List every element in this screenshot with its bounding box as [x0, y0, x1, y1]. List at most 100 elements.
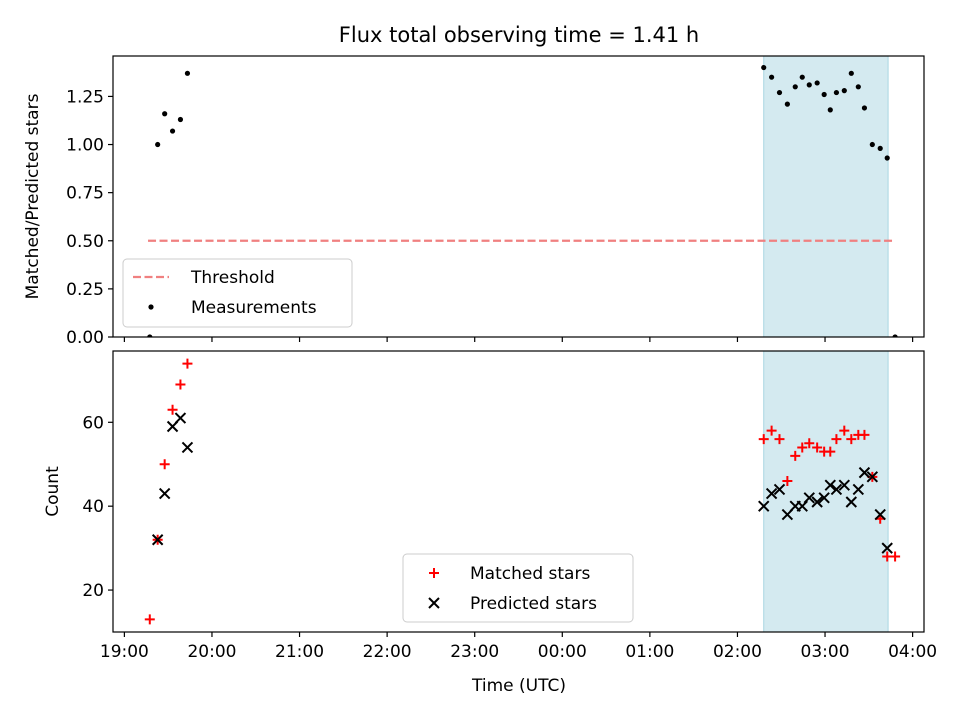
measurements-point — [799, 74, 805, 80]
matched-stars-point — [859, 429, 870, 440]
measurements-point — [162, 111, 168, 117]
predicted-stars-point — [852, 483, 865, 496]
predicted-stars-point — [773, 483, 786, 496]
matched-stars-point — [846, 434, 857, 445]
x-axis-label: Time (UTC) — [471, 676, 566, 696]
matched-stars-point — [167, 404, 178, 415]
predicted-stars-point — [151, 534, 164, 546]
legend-matched-label: Matched stars — [470, 564, 590, 584]
x-tick-label: 03:00 — [801, 642, 850, 662]
legend-threshold-label: Threshold — [190, 268, 275, 288]
predicted-stars-point — [818, 492, 830, 504]
predicted-stars-point — [874, 508, 886, 521]
matched-stars-point — [766, 425, 777, 436]
data-markers — [147, 64, 898, 337]
x-tick-label: 01:00 — [625, 642, 674, 662]
measurements-point — [827, 107, 833, 113]
measurements-point — [869, 141, 875, 148]
matched-stars-point — [797, 442, 808, 453]
legend-measurements-label: Measurements — [191, 298, 317, 318]
matched-stars-point — [890, 551, 901, 562]
measurements-point — [892, 334, 898, 337]
y-tick-label: 0.25 — [66, 280, 104, 300]
y-tick-label: 0.50 — [66, 232, 104, 252]
y-tick-label: 0.75 — [66, 184, 104, 204]
observing-window-shading — [763, 350, 889, 633]
data-markers — [144, 358, 901, 625]
measurements-point — [761, 64, 767, 71]
measurements-point — [833, 89, 840, 96]
y-tick-label: 60 — [82, 413, 104, 433]
measurements-point — [184, 70, 191, 76]
predicted-stars-point — [765, 487, 778, 500]
measurements-point — [792, 84, 798, 90]
x-tick-label: 02:00 — [713, 642, 762, 662]
y-tick-label: 1.25 — [66, 87, 104, 107]
y-axis-label: Matched/Predicted stars — [23, 93, 43, 299]
matched-stars-point — [758, 434, 769, 445]
measurements-point — [769, 74, 775, 80]
matched-stars-point — [839, 425, 850, 436]
predicted-stars-point — [881, 542, 893, 554]
y-axis-label: Count — [43, 466, 63, 517]
matched-stars-point — [782, 476, 793, 487]
measurements-point — [147, 334, 153, 337]
measurements-point — [848, 70, 854, 76]
predicted-stars-point — [866, 471, 879, 483]
predicted-stars-point — [838, 479, 851, 491]
predicted-stars-point — [181, 441, 194, 454]
measurements-point — [784, 101, 790, 107]
measurements-point — [177, 116, 184, 123]
predicted-stars-point — [811, 496, 823, 508]
measurements-point — [877, 145, 883, 151]
observing-window-shading — [763, 55, 889, 338]
predicted-stars-point — [858, 466, 871, 479]
y-tick-label: 0.00 — [66, 328, 104, 348]
legend-box — [402, 553, 634, 623]
matched-stars-point — [175, 379, 186, 390]
matched-stars-point — [159, 459, 170, 470]
star-count-panel: 19:00 20:00 21:00 22:00 23:00 00:00 01:00 02:00… — [43, 350, 937, 662]
matched-stars-point — [774, 434, 785, 445]
y-tick-label: 1.00 — [66, 136, 104, 156]
x-tick-label: 04:00 — [888, 642, 937, 662]
measurements-point — [855, 84, 861, 90]
flux-ratio-panel: 0.00 0.25 0.50 0.75 1.00 1.25 Matched/Predicte… — [23, 55, 925, 348]
predicted-stars-point — [830, 483, 843, 496]
predicted-stars-point — [174, 412, 187, 424]
predicted-stars-point — [845, 496, 858, 508]
measurements-point — [776, 89, 783, 96]
matched-stars-point — [812, 442, 823, 453]
y-tick-label: 20 — [82, 581, 104, 601]
x-tick-label: 00:00 — [538, 642, 587, 662]
measurements-point — [884, 155, 890, 161]
measurements-point — [169, 128, 176, 134]
matched-stars-point — [825, 446, 836, 457]
axes-frame — [112, 55, 925, 338]
predicted-stars-point — [803, 492, 815, 504]
y-tick-label: 40 — [82, 497, 104, 517]
matched-stars-point — [831, 434, 842, 445]
predicted-stars-point — [824, 479, 836, 491]
legend-predicted-label: Predicted stars — [470, 594, 597, 614]
x-tick-label: 22:00 — [363, 642, 412, 662]
measurements-point — [806, 82, 812, 88]
axes-frame — [112, 350, 925, 633]
legend-predicted-swatch — [428, 597, 440, 609]
matched-stars-point — [182, 358, 193, 369]
measurements-point — [814, 80, 820, 86]
matched-stars-point — [144, 614, 155, 625]
chart-title: Flux total observing time = 1.41 h — [339, 23, 699, 47]
measurements-point — [841, 88, 847, 94]
x-tick-label: 23:00 — [450, 642, 499, 662]
measurements-point — [155, 141, 161, 148]
legend-matched-swatch — [429, 568, 439, 578]
x-tick-label: 20:00 — [187, 642, 236, 662]
measurements-point — [821, 91, 827, 98]
measurements-point — [861, 105, 868, 111]
predicted-stars-point — [758, 500, 770, 512]
predicted-stars-point — [158, 487, 171, 500]
x-tick-label: 19:00 — [100, 642, 149, 662]
matched-stars-point — [790, 450, 801, 461]
